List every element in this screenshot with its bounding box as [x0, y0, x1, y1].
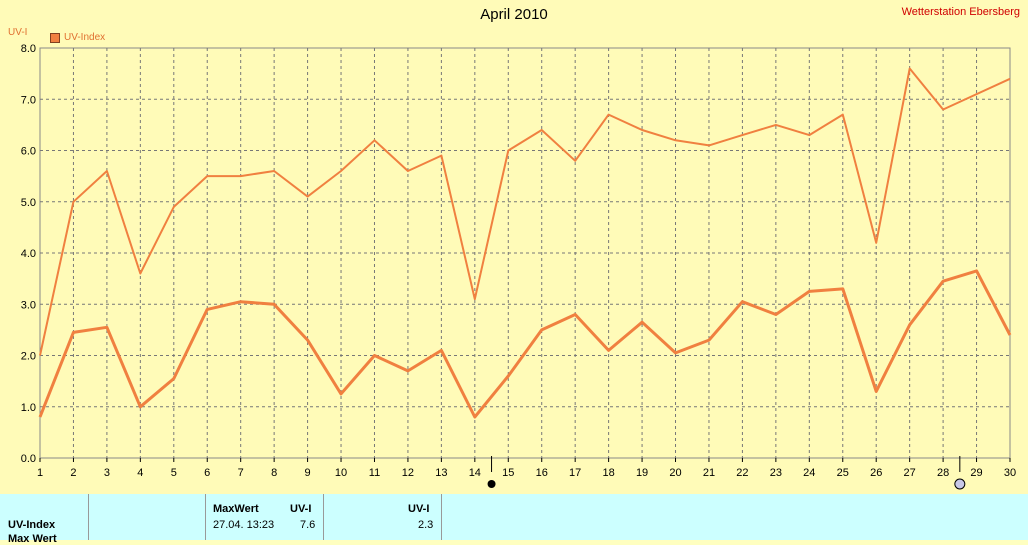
marker-filled — [487, 480, 496, 488]
x-tick-label: 21 — [703, 467, 715, 479]
x-tick-label: 25 — [837, 467, 849, 479]
y-axis-label: UV-I — [8, 27, 28, 38]
uvi-header: UV-I — [290, 503, 312, 515]
x-tick-label: 26 — [870, 467, 882, 479]
x-tick-label: 9 — [305, 467, 311, 479]
x-tick-label: 22 — [736, 467, 748, 479]
y-tick-label: 7.0 — [21, 94, 36, 106]
x-tick-label: 8 — [271, 467, 277, 479]
x-tick-label: 16 — [536, 467, 548, 479]
y-tick-label: 0.0 — [21, 453, 36, 465]
x-tick-label: 20 — [669, 467, 681, 479]
x-tick-label: 29 — [970, 467, 982, 479]
x-tick-label: 5 — [171, 467, 177, 479]
uvi-header-current: UV-I — [408, 503, 430, 515]
row-label-uv-index: UV-Index — [8, 519, 56, 531]
table-divider — [441, 494, 442, 540]
marker-hollow — [954, 478, 966, 490]
x-tick-label: 27 — [904, 467, 916, 479]
chart-area: 0.0 1.0 2.0 3.0 4.0 5.0 6.0 7.0 8.0 1 2 3 4 5 6 7 8 9 10 11… — [8, 6, 1020, 490]
max-value: 7.6 — [300, 519, 316, 531]
x-tick-label: 17 — [569, 467, 581, 479]
row-label-max-wert: Max Wert — [8, 533, 57, 545]
y-tick-label: 3.0 — [21, 299, 36, 311]
x-tick-label: 7 — [238, 467, 244, 479]
x-tick-label: 10 — [335, 467, 347, 479]
y-tick-label: 2.0 — [21, 351, 36, 363]
legend-swatch — [50, 32, 60, 43]
x-tick-label: 12 — [402, 467, 414, 479]
x-tick-label: 3 — [104, 467, 110, 479]
x-tick-label: 4 — [137, 467, 143, 479]
y-tick-label: 8.0 — [21, 43, 36, 55]
x-tick-label: 2 — [70, 467, 76, 479]
station-name: Wetterstation Ebersberg — [901, 6, 1020, 18]
legend: UV-Index — [50, 32, 105, 43]
x-tick-label: 28 — [937, 467, 949, 479]
table-divider — [323, 494, 324, 540]
summary-table: MaxWert UV-I UV-I UV-Index Max Wert 27.0… — [0, 494, 1028, 545]
x-tick-label: 13 — [435, 467, 447, 479]
series-line-1 — [39, 67, 1011, 356]
y-tick-label: 4.0 — [21, 248, 36, 260]
chart-plot: 0.01.02.03.04.05.06.07.08.01 2 3 4 5 6 7 8 9 10 11… — [21, 43, 1016, 490]
x-tick-label: 11 — [369, 467, 380, 479]
chart-title: April 2010 — [480, 6, 548, 23]
legend-label: UV-Index — [64, 32, 106, 43]
x-tick-label: 15 — [502, 467, 514, 479]
current-value: 2.3 — [418, 519, 434, 531]
x-tick-label: 19 — [636, 467, 648, 479]
table-divider — [88, 494, 89, 540]
x-tick-label: 24 — [803, 467, 815, 479]
x-tick-label: 1 — [37, 467, 43, 479]
y-tick-label: 1.0 — [21, 402, 36, 414]
y-tick-label: 6.0 — [21, 146, 36, 158]
x-tick-label: 14 — [469, 467, 481, 479]
series-line-2 — [38, 269, 1012, 419]
maxwert-header: MaxWert — [213, 503, 259, 515]
max-time: 27.04. 13:23 — [213, 519, 275, 531]
x-tick-label: 23 — [770, 467, 782, 479]
table-divider — [205, 494, 206, 540]
x-tick-label: 30 — [1004, 467, 1016, 479]
y-tick-label: 5.0 — [21, 197, 36, 209]
x-tick-label: 18 — [602, 467, 614, 479]
x-tick-label: 6 — [204, 467, 210, 479]
